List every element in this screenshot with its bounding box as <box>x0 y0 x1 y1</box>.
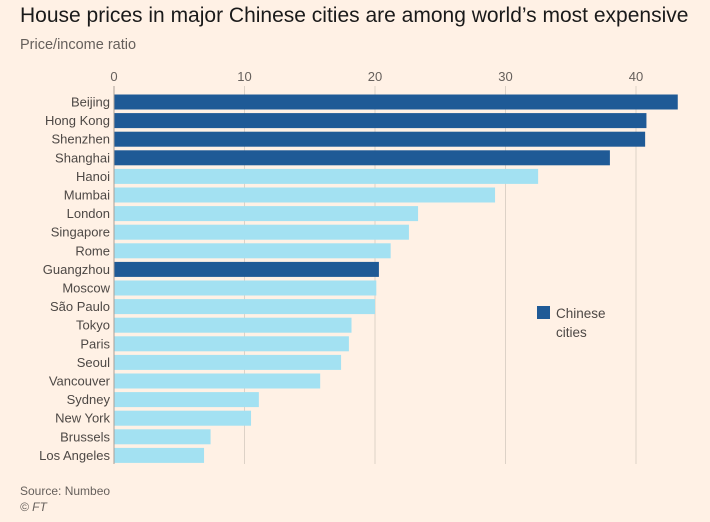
category-label: Hong Kong <box>45 113 110 128</box>
bar <box>114 224 409 240</box>
category-label: Shanghai <box>55 150 110 165</box>
bar <box>114 447 205 463</box>
bar <box>114 150 610 166</box>
bar-chart: 0 10 20 30 40 Beijing Hong Kong Shenzhen Shangha… <box>39 69 678 464</box>
bar <box>114 94 678 110</box>
x-tick-label: 20 <box>368 69 382 84</box>
copyright-note: © FT <box>20 500 47 514</box>
category-label: Rome <box>75 243 110 258</box>
bar <box>114 410 252 426</box>
bar <box>114 261 379 277</box>
axis-title: Price/income ratio <box>20 37 137 53</box>
bar <box>114 354 342 370</box>
category-label: Mumbai <box>64 188 110 203</box>
category-label: Los Angeles <box>39 448 110 463</box>
bar <box>114 187 496 203</box>
x-tick-label: 40 <box>629 69 643 84</box>
bar <box>114 113 647 129</box>
category-label: Vancouver <box>49 374 111 389</box>
category-label: Seoul <box>77 355 110 370</box>
category-label: Tokyo <box>76 318 110 333</box>
category-label: New York <box>55 411 110 426</box>
bar <box>114 373 321 389</box>
bar <box>114 317 352 333</box>
category-label: São Paulo <box>50 299 110 314</box>
x-tick-label: 10 <box>237 69 251 84</box>
category-label: Hanoi <box>76 169 110 184</box>
legend-swatch-chinese <box>537 306 550 319</box>
bar <box>114 392 259 408</box>
legend-label: Chinese cities <box>556 306 606 340</box>
bar <box>114 280 377 296</box>
bar <box>114 429 211 445</box>
bar <box>114 206 419 222</box>
x-tick-label: 30 <box>498 69 512 84</box>
category-label: Beijing <box>71 95 110 110</box>
category-label: Sydney <box>67 392 111 407</box>
bar <box>114 243 391 259</box>
category-label: Shenzhen <box>51 132 110 147</box>
category-label: Guangzhou <box>43 262 110 277</box>
x-tick-label: 0 <box>110 69 117 84</box>
bar <box>114 336 349 352</box>
category-label: London <box>67 206 110 221</box>
chart-title: House prices in major Chinese cities are… <box>20 4 689 27</box>
category-label: Moscow <box>62 281 110 296</box>
bar <box>114 168 539 184</box>
bar <box>114 131 646 147</box>
category-label: Singapore <box>51 225 110 240</box>
category-label: Brussels <box>60 429 110 444</box>
source-note: Source: Numbeo <box>20 484 111 498</box>
legend: Chinese cities <box>537 304 616 342</box>
category-label: Paris <box>80 336 110 351</box>
bar <box>114 299 375 315</box>
